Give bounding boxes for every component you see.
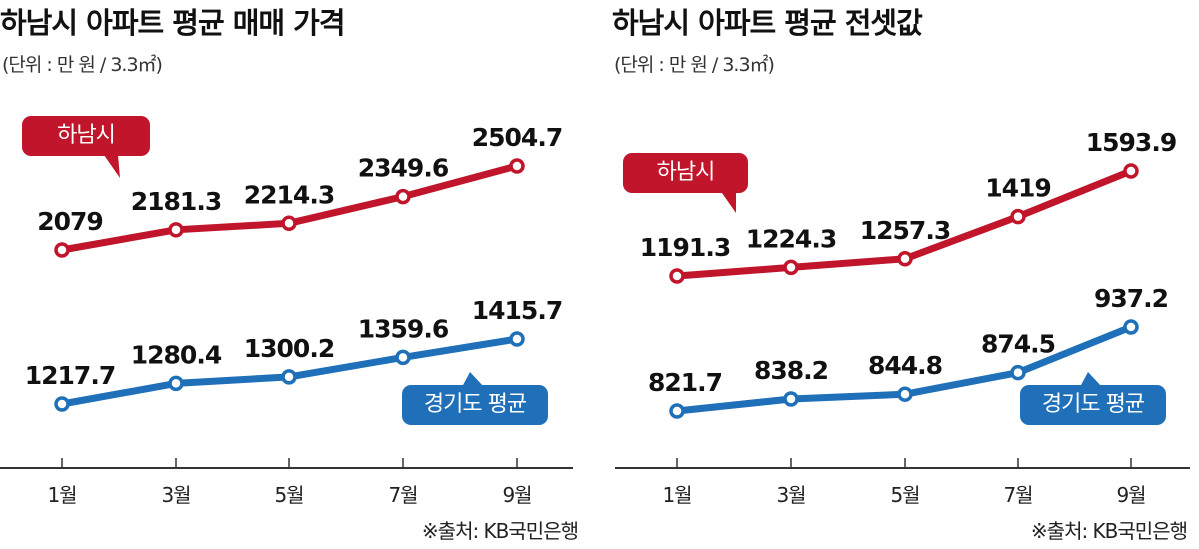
data-point — [54, 242, 70, 258]
x-tick-label: 5월 — [890, 483, 919, 507]
data-label: 2504.7 — [472, 123, 562, 152]
data-point — [509, 331, 525, 347]
data-point — [395, 349, 411, 366]
data-point — [669, 268, 685, 284]
data-label: 1191.3 — [640, 233, 730, 262]
data-point — [168, 222, 184, 238]
plot-area: 1월 3월 5월 7월 9월 2079 2181.3 2214.3 2349.6 2504.7 12… — [0, 123, 573, 507]
data-label: 838.2 — [754, 356, 828, 385]
data-label: 1224.3 — [746, 224, 836, 253]
data-point — [54, 396, 70, 412]
data-point — [1123, 163, 1139, 179]
legend-hanam: 하남시 — [22, 116, 150, 156]
x-tick-label: 3월 — [776, 483, 805, 507]
data-point — [1123, 319, 1139, 335]
legend-hanam: 하남시 — [623, 153, 748, 193]
x-tick-label: 9월 — [1116, 483, 1145, 507]
x-tick-label: 5월 — [274, 483, 303, 507]
chart-title: 하남시 아파트 평균 매매 가격 — [0, 6, 346, 40]
x-tick-label: 1월 — [47, 483, 76, 507]
data-label: 2181.3 — [131, 187, 221, 216]
data-label: 821.7 — [648, 368, 722, 397]
unit-label: (단위 : 만 원 / 3.3㎡) — [614, 54, 775, 76]
data-label: 1300.2 — [244, 334, 334, 363]
x-tick-label: 7월 — [388, 483, 417, 507]
data-label: 1593.9 — [1086, 128, 1176, 157]
data-point — [897, 386, 913, 402]
data-label: 2349.6 — [358, 154, 449, 183]
data-point — [281, 369, 297, 385]
data-point — [1010, 364, 1026, 381]
data-point — [395, 188, 411, 205]
bubble-pointer — [1080, 372, 1102, 387]
data-label: 1419 — [985, 174, 1051, 203]
data-label: 844.8 — [868, 351, 942, 380]
x-tick-label: 1월 — [662, 483, 691, 507]
x-tick-label: 7월 — [1003, 483, 1032, 507]
data-label: 1280.4 — [131, 340, 222, 369]
data-label: 1359.6 — [358, 314, 449, 343]
data-point — [1010, 208, 1026, 225]
data-point — [509, 158, 525, 174]
legend-gyeonggi: 경기도 평균 — [402, 385, 548, 425]
bubble-pointer — [104, 155, 120, 178]
data-label: 1217.7 — [25, 361, 115, 390]
data-point — [783, 259, 799, 276]
data-point — [168, 375, 184, 392]
data-label: 1257.3 — [860, 216, 950, 245]
data-label: 937.2 — [1094, 284, 1168, 313]
source-note: ※출처: KB국민은행 — [1030, 519, 1188, 543]
data-point — [897, 251, 913, 267]
chart-jeonse-price: 하남시 아파트 평균 전셋값 (단위 : 만 원 / 3.3㎡) 1월 3월 5월 7… — [612, 0, 1199, 549]
chart-sale-price: 하남시 아파트 평균 매매 가격 (단위 : 만 원 / 3.3㎡) 1월 3월 5… — [0, 0, 590, 549]
unit-label: (단위 : 만 원 / 3.3㎡) — [2, 54, 163, 76]
bubble-pointer — [462, 372, 484, 387]
source-note: ※출처: KB국민은행 — [421, 519, 579, 543]
bubble-pointer — [722, 193, 736, 213]
chart-title: 하남시 아파트 평균 전셋값 — [612, 6, 923, 40]
data-point — [281, 215, 297, 232]
x-tick-label: 3월 — [161, 483, 190, 507]
legend-gyeonggi: 경기도 평균 — [1020, 385, 1166, 425]
data-label: 874.5 — [981, 330, 1055, 359]
data-label: 2079 — [37, 207, 103, 236]
data-point — [783, 391, 799, 407]
x-tick-label: 9월 — [502, 483, 531, 507]
data-label: 2214.3 — [244, 180, 334, 209]
data-point — [669, 403, 685, 419]
data-label: 1415.7 — [472, 296, 562, 325]
plot-area: 1월 3월 5월 7월 9월 1191.3 1224.3 1257.3 1419 1593.9 82… — [615, 128, 1190, 507]
